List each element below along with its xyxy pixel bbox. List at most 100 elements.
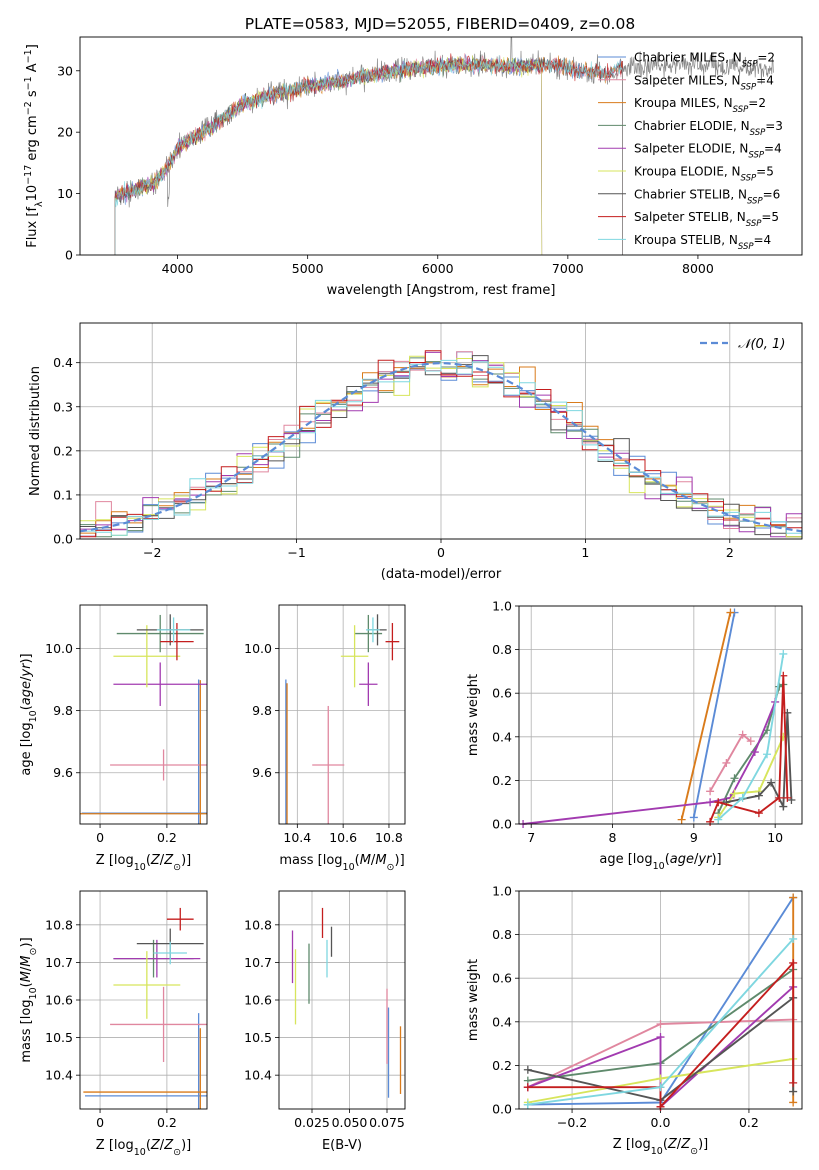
plot-spectrum: 4000 5000 6000 7000 8000 0 10 20 30 wavelength [A…	[23, 36, 803, 298]
x-tick-label: 0.2	[157, 1115, 177, 1130]
y-axis-label: Flux [fλ10−17 erg cm−2 s−1 A−1]	[23, 44, 45, 248]
y-tick-label: 1.0	[492, 599, 512, 614]
errorbar-point	[110, 749, 207, 781]
plot-area	[114, 37, 774, 255]
x-tick-label: 10.8	[375, 830, 403, 845]
errorbar-point	[116, 614, 204, 653]
mass-weight-marker	[779, 802, 788, 811]
mass-weight-marker	[767, 778, 776, 787]
mass-weight-marker	[787, 796, 796, 805]
x-axis-label: (data-model)/error	[381, 567, 502, 582]
mass-weight-line	[726, 712, 793, 811]
model-spectrum-line	[114, 53, 623, 255]
mass-weight-marker	[730, 774, 739, 783]
model-spectrum-line	[114, 55, 623, 255]
legend-entry: Salpeter ELODIE, NSSP=4	[634, 142, 782, 161]
mass-weight-marker	[726, 608, 735, 617]
figure-title: PLATE=0583, MJD=52055, FIBERID=0409, z=0…	[245, 15, 635, 33]
mass-weight-marker	[775, 793, 784, 802]
x-axis-label: age [log10(age/yr)]	[599, 852, 721, 872]
model-spectrum-line	[114, 54, 623, 255]
axes-frame	[79, 322, 803, 540]
x-tick-label: 5000	[292, 261, 324, 276]
legend: Chabrier MILES, NSSP=2 Salpeter MILES, NS…	[598, 51, 783, 252]
errorbar-point	[113, 951, 181, 1019]
model-spectrum-line	[114, 53, 623, 255]
y-tick-label: 0.0	[492, 1102, 512, 1117]
mass-weight-marker	[789, 1078, 798, 1087]
x-tick-label: 7000	[552, 261, 584, 276]
y-tick-label: 0.8	[492, 927, 512, 942]
x-axis-label: mass [log10(M/M⊙)]	[279, 853, 404, 873]
plot-area	[80, 614, 207, 824]
y-tick-label: 10.8	[45, 917, 73, 932]
axes-frame	[518, 605, 803, 825]
plot-mass_vs_Z: 0 0.2 10.4 10.5 10.6 10.7 10.8 Z [log10(Z/Z⊙)] m…	[19, 890, 208, 1158]
errorbar-point	[312, 705, 345, 824]
mass-weight-marker	[730, 789, 739, 798]
y-tick-label: 0.6	[492, 971, 512, 986]
mass-weight-marker	[677, 815, 686, 824]
y-tick-label: 0.2	[53, 443, 73, 458]
x-tick-label: 7	[527, 830, 535, 845]
axes-frame	[278, 890, 406, 1110]
histogram-step	[80, 359, 802, 539]
errorbar-point	[80, 680, 207, 824]
x-axis-label: E(B-V)	[322, 1138, 362, 1153]
y-tick-label: 10.7	[45, 955, 73, 970]
legend-entry: Chabrier ELODIE, NSSP=3	[634, 119, 783, 138]
y-tick-label: 9.6	[252, 765, 272, 780]
mass-weight-marker	[706, 798, 715, 807]
mass-weight-marker	[722, 758, 731, 767]
errorbar-point	[113, 939, 201, 978]
plot-area	[285, 614, 400, 824]
y-tick-label: 10.0	[244, 641, 272, 656]
mass-weight-marker	[754, 809, 763, 818]
x-tick-label: 10.6	[329, 830, 357, 845]
errorbar-point	[359, 662, 378, 706]
legend-entry: Kroupa STELIB, NSSP=4	[634, 233, 771, 252]
legend-entry: Chabrier MILES, NSSP=2	[634, 51, 775, 70]
plot-age_vs_mass: 10.4 10.6 10.8 9.6 9.8 10.0 mass [log10(M/M⊙)]	[244, 604, 406, 873]
mass-weight-marker	[706, 817, 715, 826]
y-tick-label: 0.6	[492, 686, 512, 701]
mass-weight-marker	[738, 793, 747, 802]
y-tick-label: 0.1	[53, 487, 73, 502]
x-tick-label: −1	[287, 545, 305, 560]
y-tick-label: 9.8	[252, 703, 272, 718]
mass-weight-marker	[738, 730, 747, 739]
legend-entry: Chabrier STELIB, NSSP=6	[634, 187, 780, 206]
mass-weight-marker	[754, 791, 763, 800]
x-tick-label: 0	[437, 545, 445, 560]
mass-weight-marker	[789, 1087, 798, 1096]
x-axis-label: Z [log10(Z/Z⊙)]	[96, 853, 191, 873]
y-axis-label: mass weight	[466, 674, 481, 756]
errorbar-point	[166, 907, 194, 931]
mass-weight-marker	[523, 1100, 532, 1109]
mass-weight-marker	[789, 1098, 798, 1107]
mass-weight-marker	[746, 737, 755, 746]
y-tick-label: 10.8	[244, 917, 272, 932]
axes-frame	[79, 36, 803, 256]
plot-area	[80, 350, 802, 539]
axes-frame	[278, 604, 406, 825]
mass-weight-marker	[656, 1074, 665, 1083]
x-axis-label: Z [log10(Z/Z⊙)]	[96, 1138, 191, 1158]
plot-age_vs_Z: 0 0.2 9.6 9.8 10.0 Z [log10(Z/Z⊙)] age [log10(…	[19, 604, 208, 873]
mass-weight-marker	[656, 1019, 665, 1028]
plot-mass_vs_EBV: 0.025 0.050 0.075 10.4 10.5 10.6 10.7 10.8	[244, 890, 406, 1130]
x-tick-label: −0.2	[557, 1115, 587, 1130]
y-axis-label: age [log10(age/yr)]	[19, 653, 39, 775]
errorbar-point	[110, 986, 207, 1063]
mass-weight-marker	[783, 793, 792, 802]
mass-weight-line	[522, 701, 777, 825]
y-axis-label: Normed distribution	[28, 366, 43, 496]
x-tick-label: 10.4	[283, 830, 311, 845]
y-tick-label: 0.8	[492, 642, 512, 657]
y-tick-label: 20	[57, 125, 73, 140]
y-tick-label: 10.4	[244, 1068, 272, 1083]
mass-weight-marker	[750, 748, 759, 757]
x-tick-label: −2	[143, 545, 161, 560]
legend: 𝒩(0, 1)	[700, 337, 785, 352]
